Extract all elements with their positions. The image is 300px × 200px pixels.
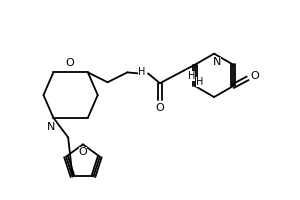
Text: N: N: [47, 122, 56, 132]
Text: O: O: [66, 58, 74, 68]
Text: O: O: [250, 71, 259, 81]
Text: O: O: [79, 147, 87, 157]
Text: H: H: [188, 71, 195, 81]
Text: H: H: [196, 77, 203, 87]
Text: H: H: [138, 67, 146, 77]
Text: N: N: [213, 57, 221, 67]
Text: O: O: [155, 103, 164, 113]
